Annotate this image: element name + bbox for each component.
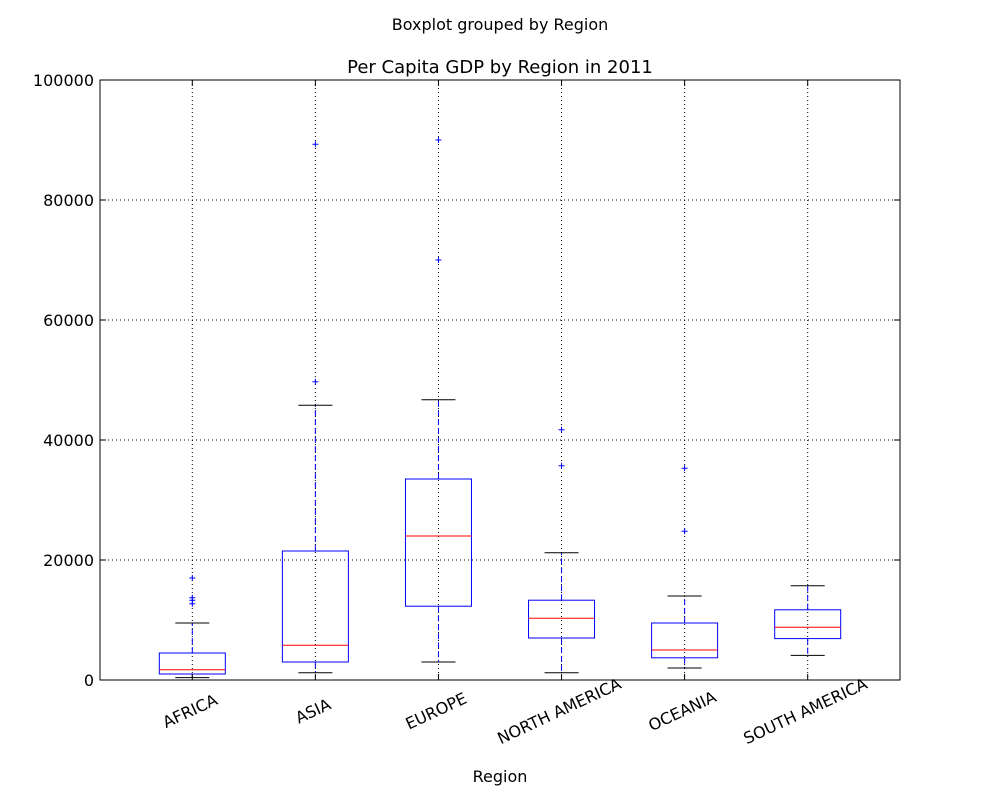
- boxes: [158, 137, 842, 679]
- box: [404, 478, 472, 607]
- grid: [100, 80, 900, 680]
- outlier-point: [435, 137, 442, 143]
- x-tick-label: OCEANIA: [645, 687, 719, 735]
- box: [528, 599, 596, 639]
- box: [281, 550, 349, 663]
- x-tick-label: ASIA: [292, 695, 333, 728]
- x-tick-label: AFRICA: [160, 690, 221, 732]
- y-tick-label: 60000: [43, 311, 94, 330]
- plot-frame: [99, 79, 901, 681]
- x-axis-ticks: AFRICA ASIA EUROPE NORTH AMERICA OCEANIA SOUT…: [160, 80, 871, 748]
- y-tick-label: 100000: [33, 71, 94, 90]
- box-group: [774, 585, 842, 656]
- y-axis-ticks: 0 20000 40000 60000 80000 100000: [33, 71, 900, 690]
- box-group: [281, 141, 349, 674]
- x-tick-label: SOUTH AMERICA: [741, 674, 871, 748]
- outlier-point: [312, 378, 319, 385]
- x-tick-label: EUROPE: [403, 689, 470, 734]
- y-tick-label: 40000: [43, 431, 94, 450]
- suptitle: Boxplot grouped by Region: [392, 15, 609, 34]
- box: [774, 609, 842, 640]
- box-group: [528, 426, 596, 674]
- outlier-point: [681, 528, 688, 535]
- outlier-point: [189, 594, 196, 601]
- outlier-point: [312, 141, 319, 148]
- outlier-point: [435, 257, 442, 263]
- outlier-point: [189, 575, 196, 581]
- x-tick-label: NORTH AMERICA: [494, 674, 624, 748]
- x-axis-label: Region: [473, 767, 528, 786]
- box-group: [158, 575, 226, 679]
- outlier-point: [558, 462, 565, 469]
- box: [651, 622, 719, 659]
- outlier-point: [681, 465, 688, 472]
- outlier-point: [558, 426, 565, 433]
- y-tick-label: 0: [84, 671, 94, 690]
- y-tick-label: 20000: [43, 551, 94, 570]
- box-group: [651, 465, 719, 669]
- y-tick-label: 80000: [43, 191, 94, 210]
- box-group: [404, 137, 472, 663]
- chart-title: Per Capita GDP by Region in 2011: [347, 57, 653, 78]
